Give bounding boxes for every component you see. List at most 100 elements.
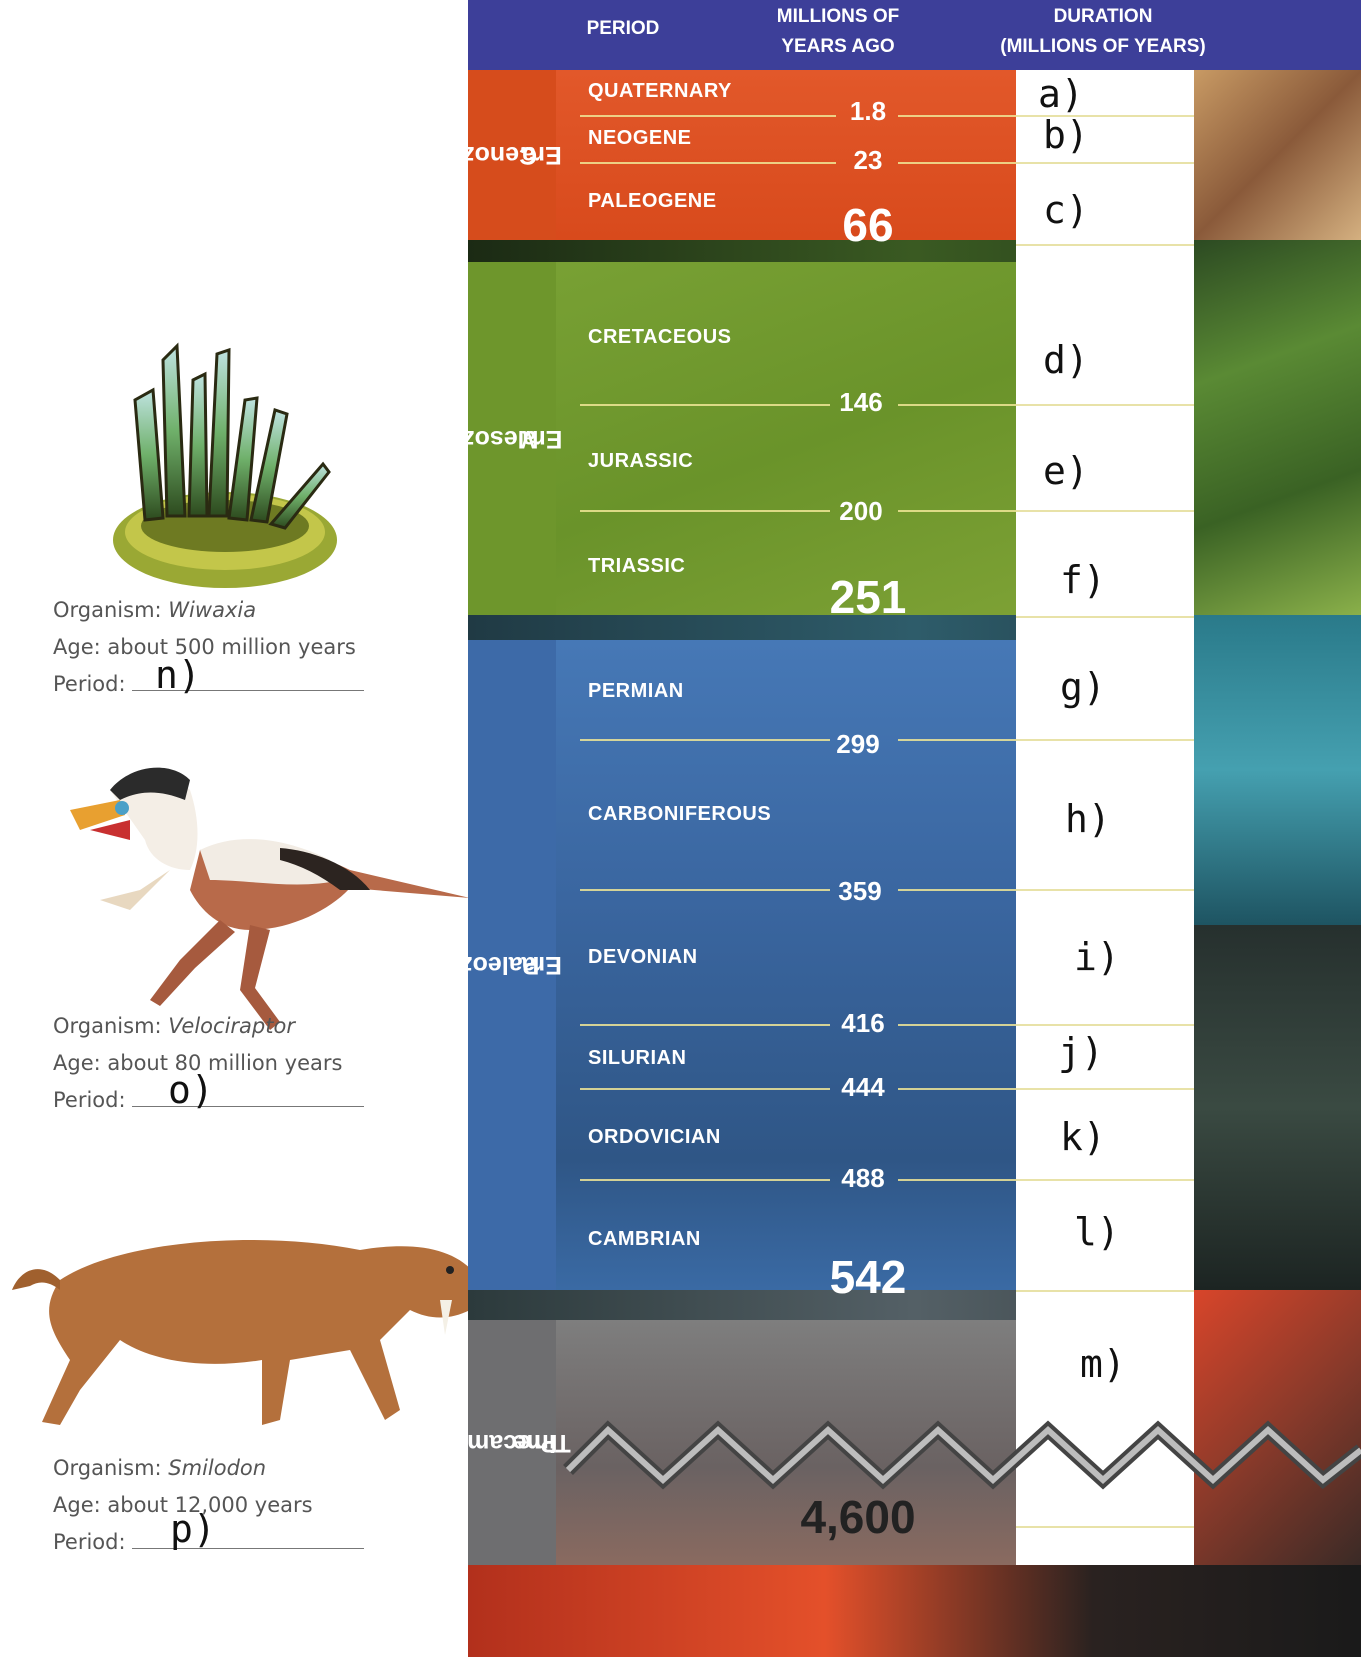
organism-age: Age: about 80 million years: [53, 1051, 343, 1075]
mya-tick: 200: [839, 496, 883, 526]
period-label: Period:: [53, 1088, 126, 1112]
boundary-line: [898, 1179, 1016, 1181]
period-name: QUATERNARY: [588, 80, 732, 102]
photo-lava: [1194, 1290, 1361, 1565]
photo-fern-forest: [1194, 240, 1361, 615]
mya-tick: 23: [853, 145, 883, 175]
chart-header: PERIOD MILLIONS OF YEARS AGO DURATION (M…: [468, 0, 1361, 70]
duration-answer-label: l): [1074, 1210, 1120, 1254]
era-label-cenozoic: CenozoicEra: [468, 70, 562, 240]
duration-row-line: [1016, 616, 1194, 618]
duration-row-line: [1016, 510, 1194, 512]
boundary-line: [898, 1024, 1016, 1026]
duration-answer-label: a): [1038, 72, 1084, 116]
duration-answer-label: f): [1060, 558, 1106, 602]
organism-label: Organism:: [53, 1014, 162, 1038]
duration-answer-label: e): [1043, 449, 1089, 493]
mya-tick-era-boundary: 251: [829, 571, 907, 623]
duration-row-line: [1016, 889, 1194, 891]
organism-smilodon: Organism: Smilodon Age: about 12,000 yea…: [0, 1210, 480, 1570]
boundary-line: [580, 739, 830, 741]
period-name: CAMBRIAN: [588, 1228, 701, 1250]
duration-column: [1016, 70, 1194, 1565]
mya-tick: 444: [841, 1072, 885, 1102]
duration-row-line: [1016, 1290, 1194, 1292]
period-label: Period:: [53, 672, 126, 696]
boundary-line: [898, 162, 1016, 164]
boundary-line: [898, 1088, 1016, 1090]
duration-row-line: [1016, 1179, 1194, 1181]
era-label-mesozoic: MesozoicEra: [468, 262, 562, 615]
lava-strip: [468, 1565, 1361, 1657]
period-name: SILURIAN: [588, 1047, 687, 1069]
mya-tick: 299: [836, 729, 880, 759]
era-label-precambrian: PrecambrianTime: [468, 1320, 571, 1565]
boundary-line: [580, 1088, 830, 1090]
boundary-line: [580, 1179, 830, 1181]
duration-answer-label: h): [1065, 797, 1111, 841]
photo-rock: [1194, 925, 1361, 1290]
duration-answer-label: k): [1060, 1115, 1106, 1159]
photo-ocean: [1194, 615, 1361, 925]
period-name: ORDOVICIAN: [588, 1126, 721, 1148]
duration-row-line: [1016, 1024, 1194, 1026]
smilodon-illustration: [12, 1240, 480, 1425]
duration-answer-label: g): [1060, 665, 1106, 709]
period-answer-field[interactable]: [131, 1105, 364, 1107]
boundary-line: [898, 115, 1016, 117]
period-name: JURASSIC: [588, 450, 694, 472]
mya-tick-earth-origin: 4,600: [800, 1491, 916, 1543]
boundary-line: [580, 510, 830, 512]
period-answer-field[interactable]: [131, 1547, 364, 1549]
boundary-line: [898, 404, 1016, 406]
duration-row-line: [1016, 244, 1194, 246]
organism-velociraptor: Organism: Velociraptor Age: about 80 mil…: [0, 760, 470, 1180]
answer-label: n): [155, 653, 201, 697]
duration-row-line: [1016, 1088, 1194, 1090]
organism-name: Velociraptor: [168, 1014, 295, 1038]
mya-tick-era-boundary: 66: [842, 199, 894, 251]
answer-label: o): [168, 1068, 214, 1112]
organism-wiwaxia: Organism: Wiwaxia Age: about 500 million…: [0, 340, 470, 740]
organism-label: Organism:: [53, 1456, 162, 1480]
boundary-line: [580, 115, 836, 117]
header-duration-line2: (MILLIONS OF YEARS): [1000, 36, 1206, 57]
mya-tick: 488: [841, 1163, 885, 1193]
period-label: Period:: [53, 1530, 126, 1554]
boundary-line: [898, 739, 1016, 741]
velociraptor-illustration: [70, 767, 470, 1030]
period-name: PALEOGENE: [588, 190, 717, 212]
header-mya-line2: YEARS AGO: [781, 36, 895, 57]
header-mya-line1: MILLIONS OF: [776, 6, 900, 27]
duration-answer-label: j): [1058, 1030, 1104, 1074]
duration-row-line: [1016, 115, 1194, 117]
boundary-line: [580, 404, 830, 406]
period-answer-field[interactable]: [131, 689, 364, 691]
duration-answer-label: c): [1043, 188, 1089, 232]
header-duration-line1: DURATION: [1053, 6, 1153, 27]
duration-row-line: [1016, 739, 1194, 741]
time-break-zigzag: [563, 1420, 1361, 1490]
duration-row-line: [1016, 1526, 1194, 1528]
era-label-paleozoic: PaleozoicEra: [468, 640, 562, 1290]
boundary-line: [898, 889, 1016, 891]
boundary-line: [580, 889, 830, 891]
period-name: CARBONIFEROUS: [588, 803, 772, 825]
mya-tick: 416: [841, 1008, 885, 1038]
duration-answer-label: d): [1043, 338, 1089, 382]
mya-tick-era-boundary: 542: [829, 1251, 907, 1303]
duration-answer-label: i): [1074, 935, 1120, 979]
geologic-time-chart: PERIOD MILLIONS OF YEARS AGO DURATION (M…: [468, 0, 1361, 1657]
answer-label: p): [170, 1507, 216, 1551]
boundary-line: [898, 510, 1016, 512]
period-name: NEOGENE: [588, 127, 692, 149]
mya-tick: 1.8: [849, 96, 887, 126]
period-name: PERMIAN: [588, 680, 684, 702]
organism-label: Organism:: [53, 598, 162, 622]
wiwaxia-illustration: [113, 342, 337, 588]
boundary-line: [580, 162, 836, 164]
organism-name: Smilodon: [168, 1456, 267, 1480]
organism-age: Age: about 12,000 years: [53, 1493, 313, 1517]
period-name: DEVONIAN: [588, 946, 698, 968]
period-name: CRETACEOUS: [588, 326, 732, 348]
